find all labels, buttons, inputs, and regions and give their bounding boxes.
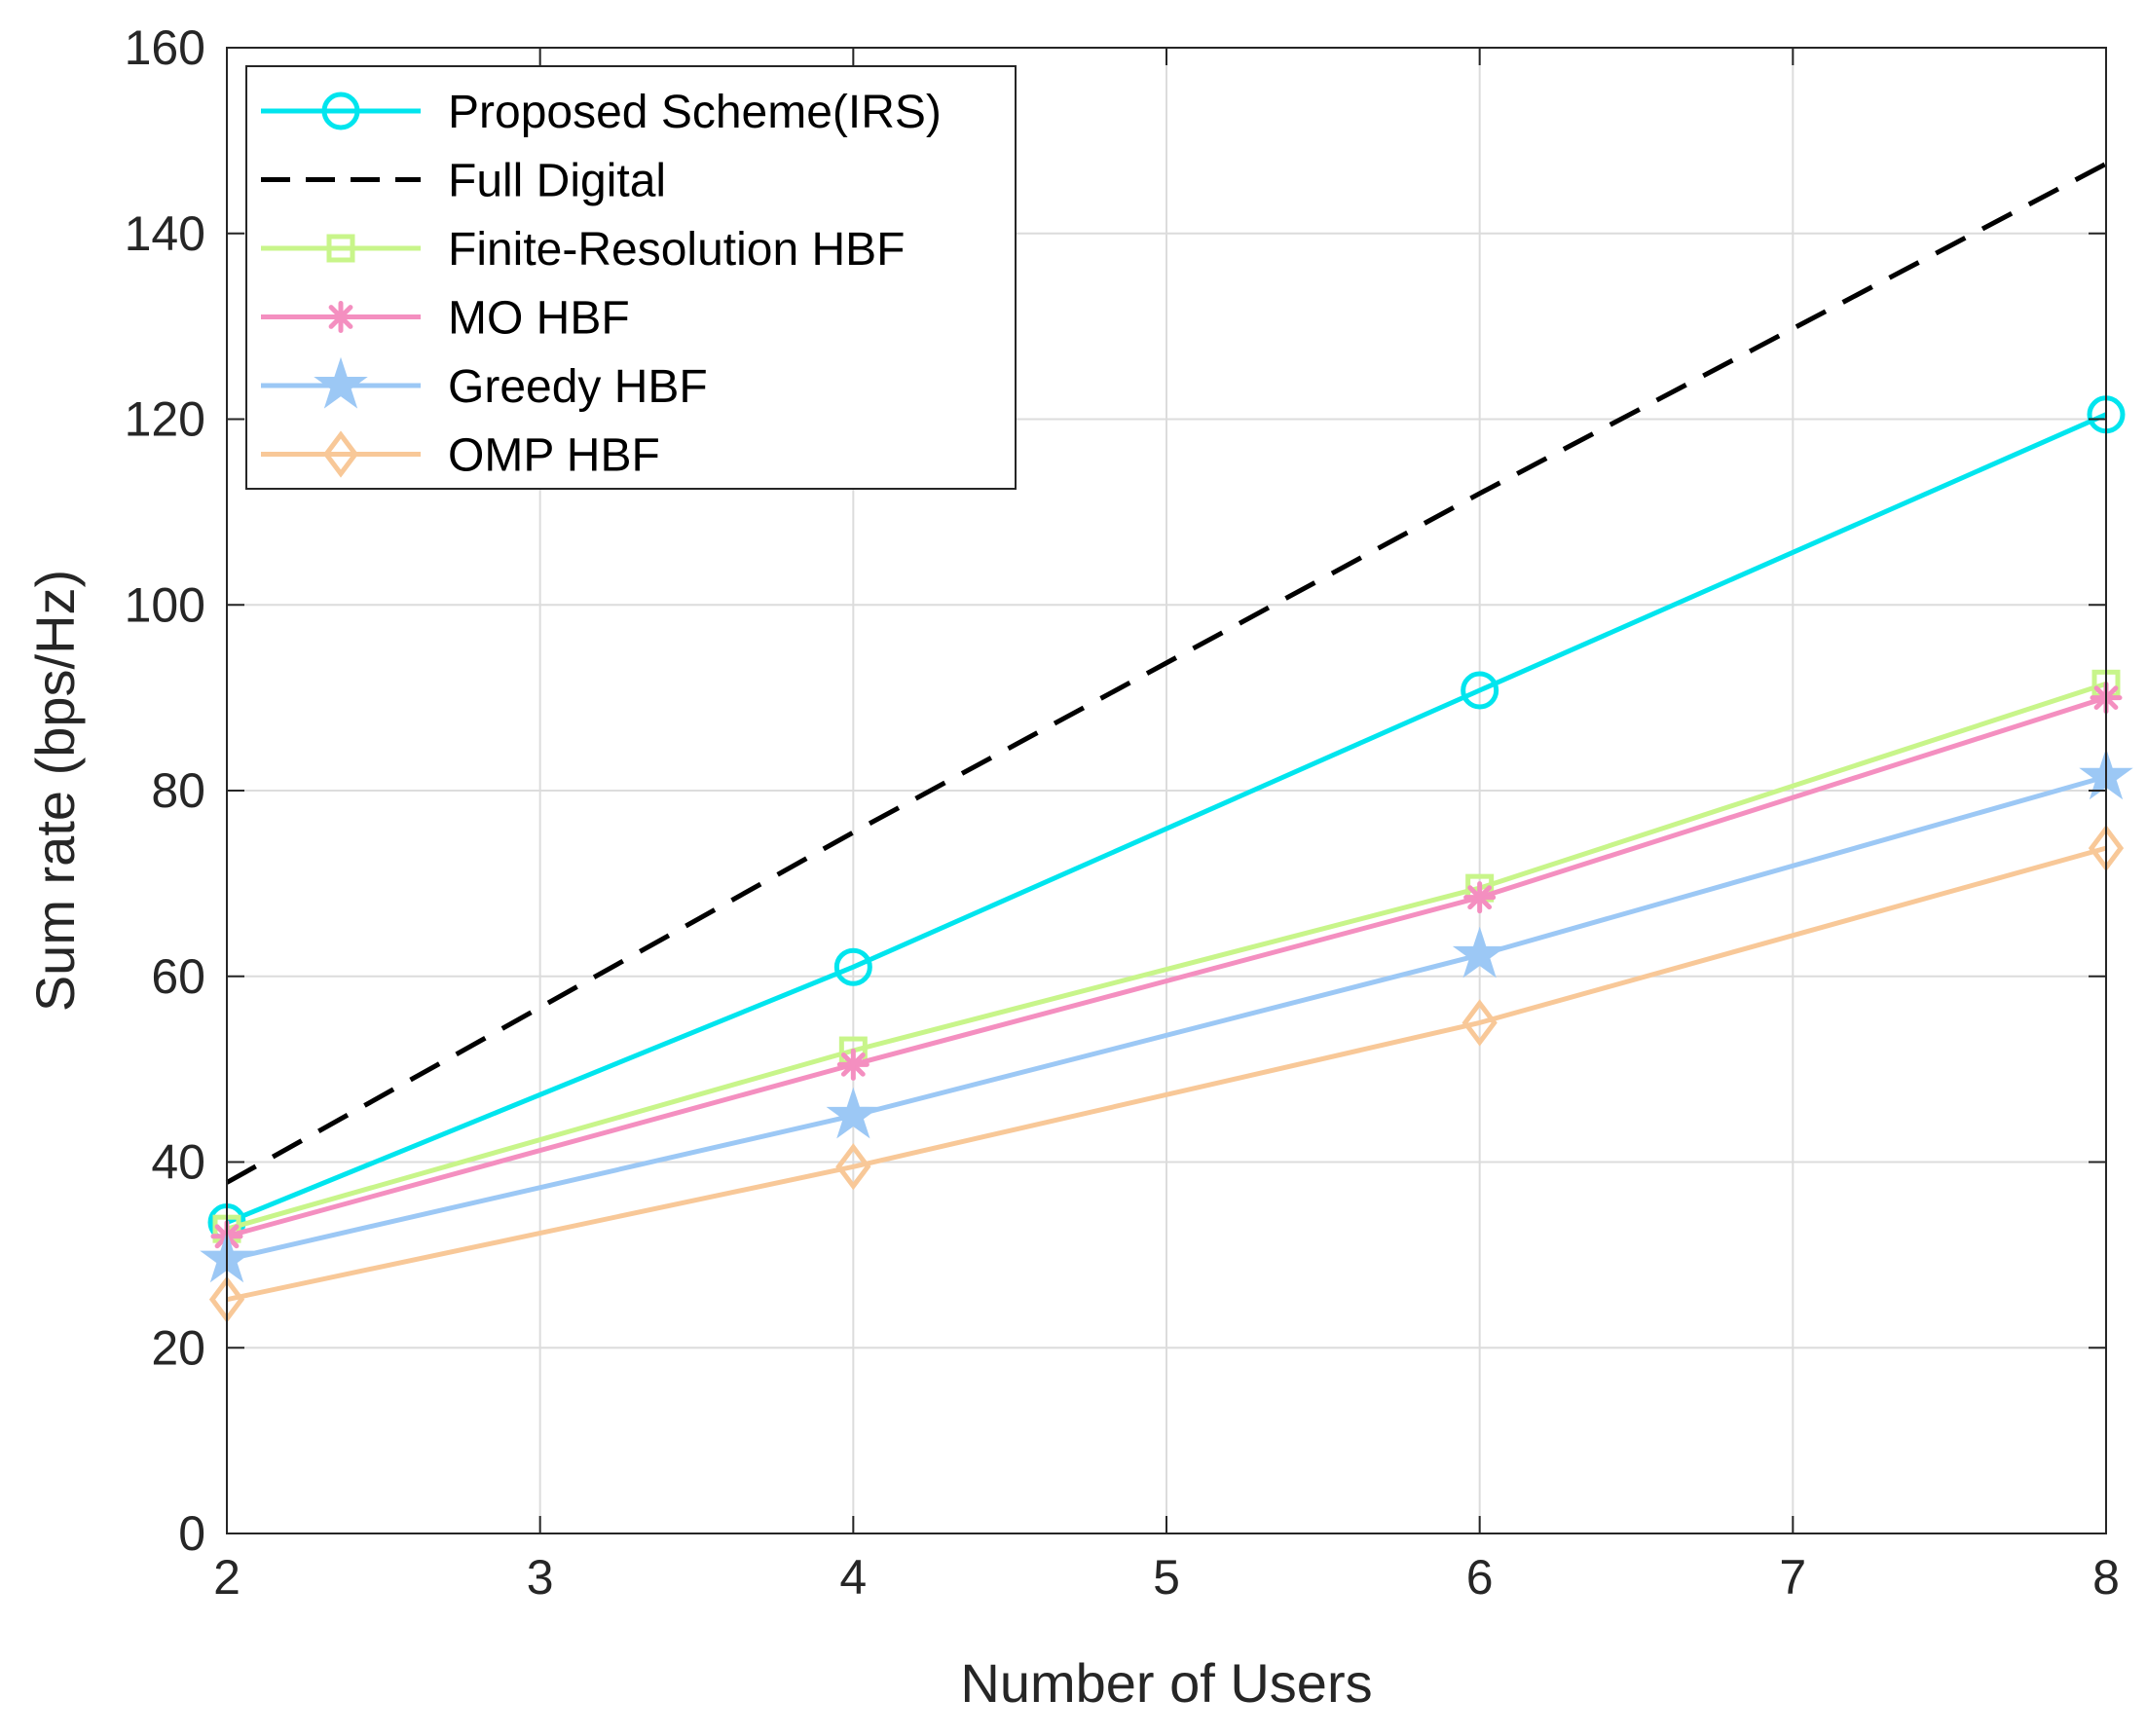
series-line-finite-resolution-hbf — [226, 681, 2107, 1232]
series-line-omp-hbf — [226, 845, 2107, 1303]
y-tick-label: 40 — [151, 1135, 205, 1190]
legend-entry-finite-resolution-hbf: Finite-Resolution HBF — [261, 224, 906, 276]
data-point-greedy-hbf — [826, 1087, 881, 1139]
x-axis-title: Number of Users — [960, 1652, 1372, 1714]
data-point-omp-hbf — [1462, 999, 1498, 1047]
legend-marker — [314, 356, 368, 409]
y-tick-label: 60 — [151, 949, 205, 1004]
legend-label: Proposed Scheme(IRS) — [448, 87, 942, 138]
data-point-proposed-scheme-irs — [1461, 671, 1499, 710]
series-full-digital — [225, 161, 2108, 1185]
series-proposed-scheme-irs — [207, 395, 2126, 1241]
legend-box — [245, 65, 1017, 490]
asterisk-stroke — [840, 1052, 866, 1077]
legend-marker — [322, 430, 359, 478]
series-line-full-digital — [225, 161, 2108, 1185]
data-point-proposed-scheme-irs — [833, 947, 872, 986]
legend-label: OMP HBF — [448, 430, 660, 482]
legend-entry-greedy-hbf: Greedy HBF — [261, 356, 708, 413]
legend-marker — [326, 234, 355, 263]
legend-label: Full Digital — [448, 156, 666, 207]
x-tick-label: 3 — [527, 1550, 554, 1605]
y-axis-title: Sum rate (bps/Hz) — [24, 570, 86, 1012]
data-point-omp-hbf — [835, 1143, 871, 1191]
legend: Proposed Scheme(IRS) Full Digital Finite-R… — [245, 65, 1017, 490]
legend-label: MO HBF — [448, 293, 630, 345]
legend-entry-mo-hbf: MO HBF — [261, 293, 630, 345]
series-line-mo-hbf — [226, 695, 2107, 1239]
y-tick-label: 140 — [125, 206, 205, 261]
x-tick-label: 8 — [2092, 1550, 2120, 1605]
series-lines — [200, 161, 2133, 1323]
legend-marker — [321, 92, 360, 130]
data-point-mo-hbf — [1463, 881, 1497, 914]
series-line-greedy-hbf — [226, 774, 2107, 1263]
y-tick-label: 0 — [178, 1506, 205, 1561]
legend-label: Greedy HBF — [448, 361, 708, 413]
x-tick-label: 2 — [213, 1550, 240, 1605]
x-tick-label: 5 — [1153, 1550, 1180, 1605]
y-tick-label: 100 — [125, 577, 205, 632]
data-point-mo-hbf — [836, 1048, 870, 1081]
legend-entry-proposed-scheme-irs: Proposed Scheme(IRS) — [261, 87, 942, 138]
y-tick-label: 120 — [125, 392, 205, 447]
legend-entry-full-digital: Full Digital — [261, 156, 666, 207]
y-tick-label: 80 — [151, 763, 205, 818]
legend-label: Finite-Resolution HBF — [448, 224, 906, 276]
x-tick-label: 6 — [1466, 1550, 1494, 1605]
y-tick-label: 20 — [151, 1320, 205, 1375]
data-point-greedy-hbf — [1452, 926, 1507, 979]
x-tick-label: 7 — [1779, 1550, 1806, 1605]
legend-entry-omp-hbf: OMP HBF — [261, 430, 660, 482]
x-tick-label: 4 — [839, 1550, 867, 1605]
y-tick-label: 160 — [125, 20, 205, 75]
asterisk-stroke — [328, 305, 353, 329]
series-line-proposed-scheme-irs — [226, 412, 2108, 1225]
legend-marker — [324, 301, 357, 333]
asterisk-stroke — [1467, 885, 1493, 910]
